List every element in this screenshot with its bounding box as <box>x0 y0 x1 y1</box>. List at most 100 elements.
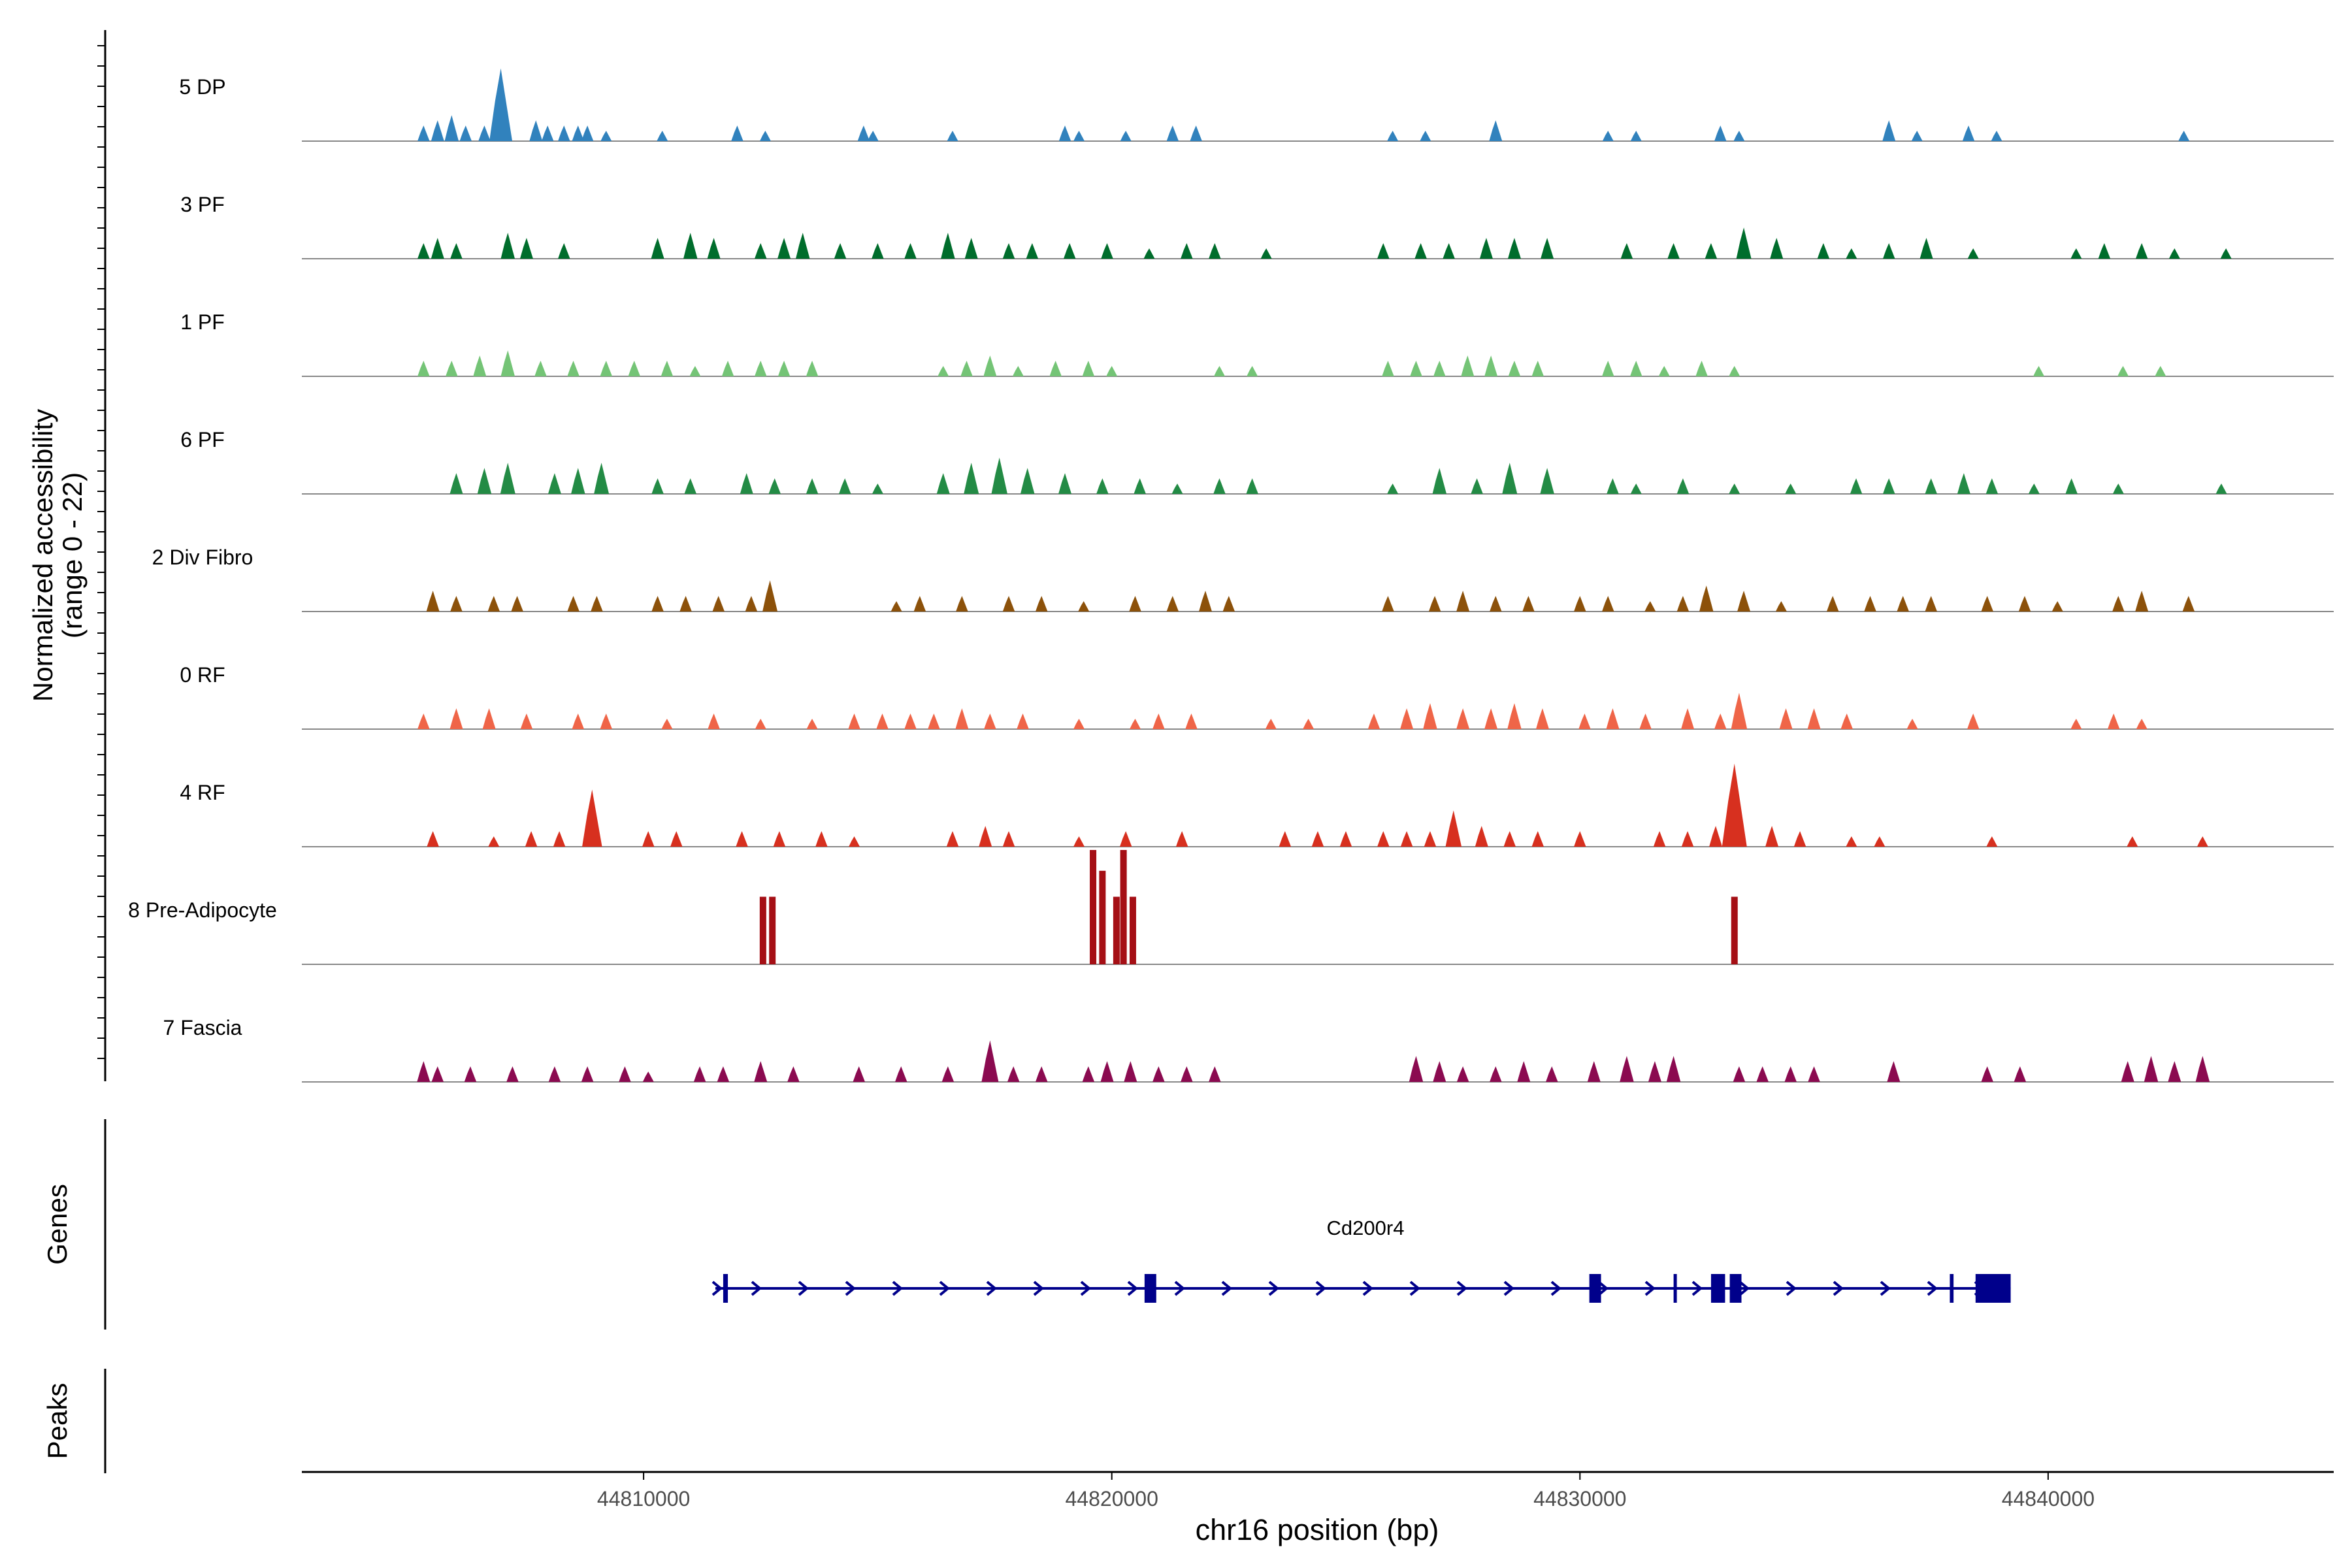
coverage-peak <box>1714 713 1727 729</box>
coverage-peak <box>1602 596 1614 612</box>
coverage-peak <box>642 1071 654 1082</box>
coverage-bar <box>1120 850 1127 964</box>
gene-start-arrow-icon <box>711 1281 723 1296</box>
x-axis-ticks: 44810000 44820000 44830000 44840000 <box>597 1472 2095 1511</box>
coverage-peak <box>806 719 818 729</box>
coverage-peak <box>1171 483 1183 494</box>
coverage-peak <box>1817 243 1830 259</box>
coverage-peak <box>628 361 641 376</box>
coverage-peak <box>689 366 701 376</box>
coverage-peak <box>1129 596 1141 612</box>
coverage-peak <box>1002 243 1015 259</box>
coverage-peak <box>661 361 674 376</box>
track-7-fascia: 7 Fascia <box>163 1016 2334 1083</box>
coverage-peak <box>983 355 997 376</box>
coverage-peak <box>581 125 594 141</box>
coverage-peak <box>1339 831 1352 847</box>
coverage-peak <box>1587 1061 1601 1082</box>
coverage-peak <box>806 361 819 376</box>
coverage-peak <box>1850 478 1863 494</box>
coverage-peak <box>1882 478 1895 494</box>
coverage-peak <box>2070 248 2082 259</box>
coverage-peak <box>2168 1061 2181 1082</box>
coverage-peak <box>1765 826 1779 847</box>
coverage-peak <box>2028 483 2040 494</box>
coverage-peak <box>1644 601 1656 612</box>
coverage-peak <box>1471 478 1483 494</box>
coverage-peak <box>1531 361 1544 376</box>
coverage-peak <box>867 131 879 141</box>
coverage-peak <box>1507 703 1522 729</box>
coverage-peak <box>670 831 683 847</box>
coverage-peak <box>1714 125 1727 141</box>
strand-arrow-icon <box>1597 1281 1609 1296</box>
coverage-peak <box>553 831 566 847</box>
coverage-peak <box>2127 836 2138 847</box>
coverage-peak <box>731 125 743 141</box>
coverage-peak <box>500 463 515 494</box>
coverage-peak <box>1658 366 1670 376</box>
coverage-peak <box>431 1066 444 1082</box>
coverage-peak <box>736 831 748 847</box>
peaks-panel-label: Peaks <box>42 1383 73 1460</box>
coverage-peak <box>2033 366 2045 376</box>
coverage-peak <box>1807 708 1821 729</box>
track-0-rf: 0 RF <box>180 663 2334 730</box>
coverage-peak <box>1002 831 1015 847</box>
coverage-peak <box>600 361 613 376</box>
coverage-peak <box>964 238 978 259</box>
track-5-dp: 5 DP <box>179 68 2334 142</box>
coverage-peak <box>1722 763 1747 847</box>
coverage-peak <box>1073 719 1085 729</box>
coverage-peak <box>964 463 979 494</box>
coverage-peak <box>979 826 992 847</box>
coverage-peak <box>1981 1066 1993 1082</box>
coverage-peak <box>506 1066 519 1082</box>
coverage-peak <box>717 1066 730 1082</box>
strand-arrow-icon <box>1786 1281 1797 1296</box>
coverage-peak <box>571 468 585 494</box>
gene-exon <box>1950 1274 1954 1303</box>
x-tick-label: 44830000 <box>1533 1487 1626 1511</box>
coverage-peak <box>849 836 860 847</box>
coverage-peak <box>431 120 444 141</box>
track-1-pf: 1 PF <box>180 310 2334 377</box>
coverage-peak <box>520 713 533 729</box>
coverage-peak <box>991 457 1007 494</box>
gene-exon <box>1710 1274 1725 1303</box>
coverage-peak <box>2112 596 2125 612</box>
coverage-peak <box>1541 238 1554 259</box>
coverage-peak <box>1181 243 1193 259</box>
coverage-peak <box>1826 596 1839 612</box>
coverage-peak <box>684 478 697 494</box>
coverage-peak <box>806 478 819 494</box>
coverage-peak <box>755 243 767 259</box>
coverage-peak <box>1377 831 1390 847</box>
coverage-peak <box>1620 243 1633 259</box>
coverage-peak <box>1630 361 1642 376</box>
coverage-peak <box>482 708 496 729</box>
coverage-peak <box>1887 1061 1901 1082</box>
coverage-peak <box>511 596 523 612</box>
coverage-peak <box>1166 596 1179 612</box>
coverage-peak <box>534 361 547 376</box>
coverage-peak <box>1185 713 1198 729</box>
coverage-peak <box>768 478 781 494</box>
strand-arrow-icon <box>1927 1281 1938 1296</box>
coverage-peak <box>1502 463 1518 494</box>
coverage-peak <box>2135 243 2148 259</box>
coverage-peak <box>1882 243 1895 259</box>
coverage-peak <box>1489 120 1503 141</box>
coverage-peak <box>1508 361 1521 376</box>
coverage-peak <box>567 361 580 376</box>
coverage-peak <box>872 243 884 259</box>
coverage-peak <box>1456 1066 1469 1082</box>
coverage-peak <box>1247 366 1258 376</box>
coverage-peak <box>904 243 917 259</box>
coverage-peak <box>1808 1066 1820 1082</box>
coverage-peak <box>1840 713 1853 729</box>
coverage-peak <box>1676 478 1690 494</box>
strand-arrow-icon <box>1268 1281 1280 1296</box>
coverage-peak <box>1382 596 1394 612</box>
coverage-peak <box>600 713 613 729</box>
